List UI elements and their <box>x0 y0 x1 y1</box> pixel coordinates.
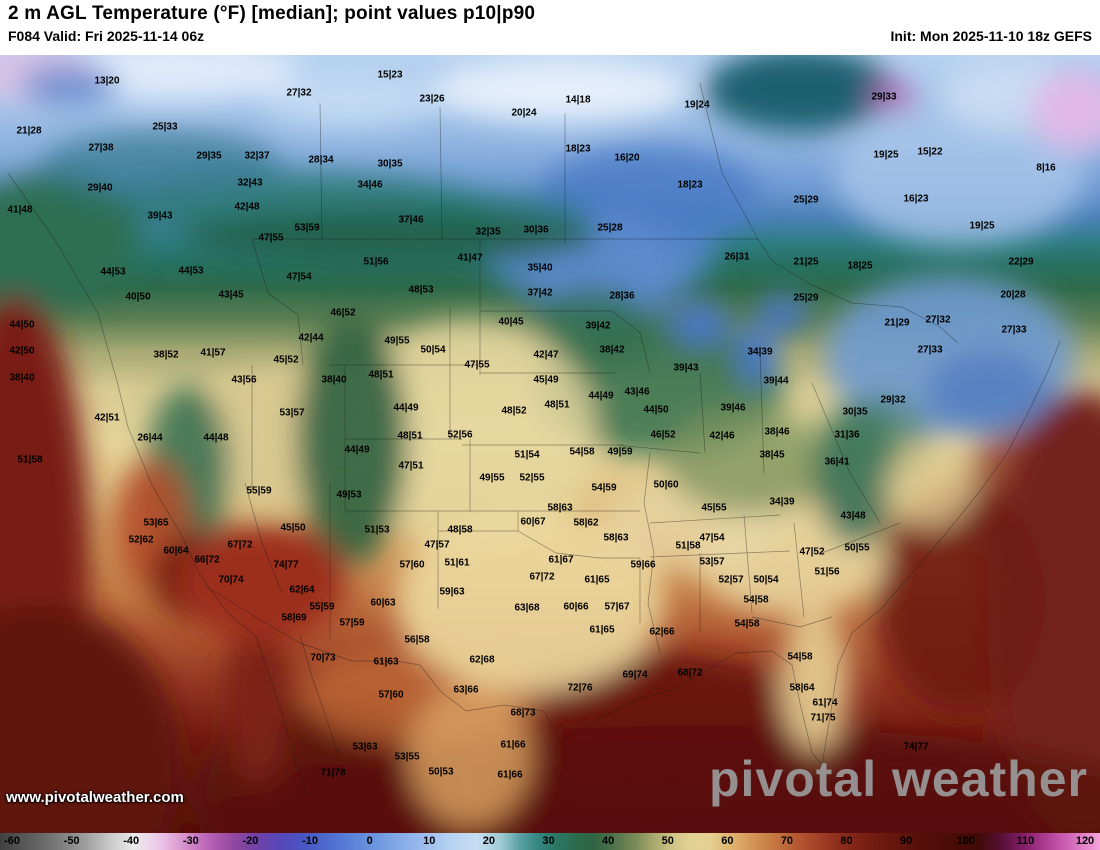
colorbar-tick-label: -40 <box>123 835 140 847</box>
colorbar <box>0 833 1100 850</box>
colorbar-tick-label: 50 <box>661 835 674 847</box>
colorbar-tick-label: -50 <box>63 835 80 847</box>
model-init-label: Init: Mon 2025-11-10 18z GEFS <box>890 28 1092 44</box>
colorbar-tick-label: 60 <box>721 835 734 847</box>
brand-watermark: pivotal weather <box>709 751 1088 807</box>
colorbar-ticks: -60 -50 -40 -30 -20 -10 0 10 20 30 40 50 60 70 80 90 100… <box>0 833 1100 850</box>
colorbar-tick-label: -30 <box>182 835 199 847</box>
colorbar-tick-label: 40 <box>601 835 615 847</box>
colorbar-tick-label: -60 <box>4 835 20 847</box>
map-header: 2 m AGL Temperature (°F) [median]; point… <box>0 0 1100 55</box>
colorbar-tick-label: -10 <box>302 835 318 847</box>
map-title: 2 m AGL Temperature (°F) [median]; point… <box>8 3 536 24</box>
site-url-watermark: www.pivotalweather.com <box>6 789 184 806</box>
colorbar-tick-label: -20 <box>242 835 259 847</box>
colorbar-tick-label: 0 <box>366 835 373 847</box>
colorbar-tick-label: 90 <box>900 835 913 847</box>
colorbar-tick-label: 70 <box>780 835 794 847</box>
colorbar-wrap: -60 -50 -40 -30 -20 -10 0 10 20 30 40 50 60 70 80 90 100… <box>0 833 1100 850</box>
map-subheader: F084 Valid: Fri 2025-11-14 06z Init: Mon… <box>0 25 1100 44</box>
temperature-field-graphic <box>0 55 1100 833</box>
colorbar-tick-label: 110 <box>1016 835 1035 847</box>
forecast-valid-label: F084 Valid: Fri 2025-11-14 06z <box>8 28 205 44</box>
colorbar-tick-label: 20 <box>482 835 495 847</box>
geographic-borders <box>7 82 1061 798</box>
temperature-map[interactable] <box>0 55 1100 833</box>
colorbar-tick-label: 120 <box>1075 835 1095 847</box>
temperature-regions <box>0 55 1100 833</box>
colorbar-tick-label: 10 <box>423 835 436 847</box>
colorbar-tick-label: 80 <box>840 835 853 847</box>
colorbar-tick-label: 30 <box>542 835 555 847</box>
colorbar-tick-label: 100 <box>956 835 975 847</box>
